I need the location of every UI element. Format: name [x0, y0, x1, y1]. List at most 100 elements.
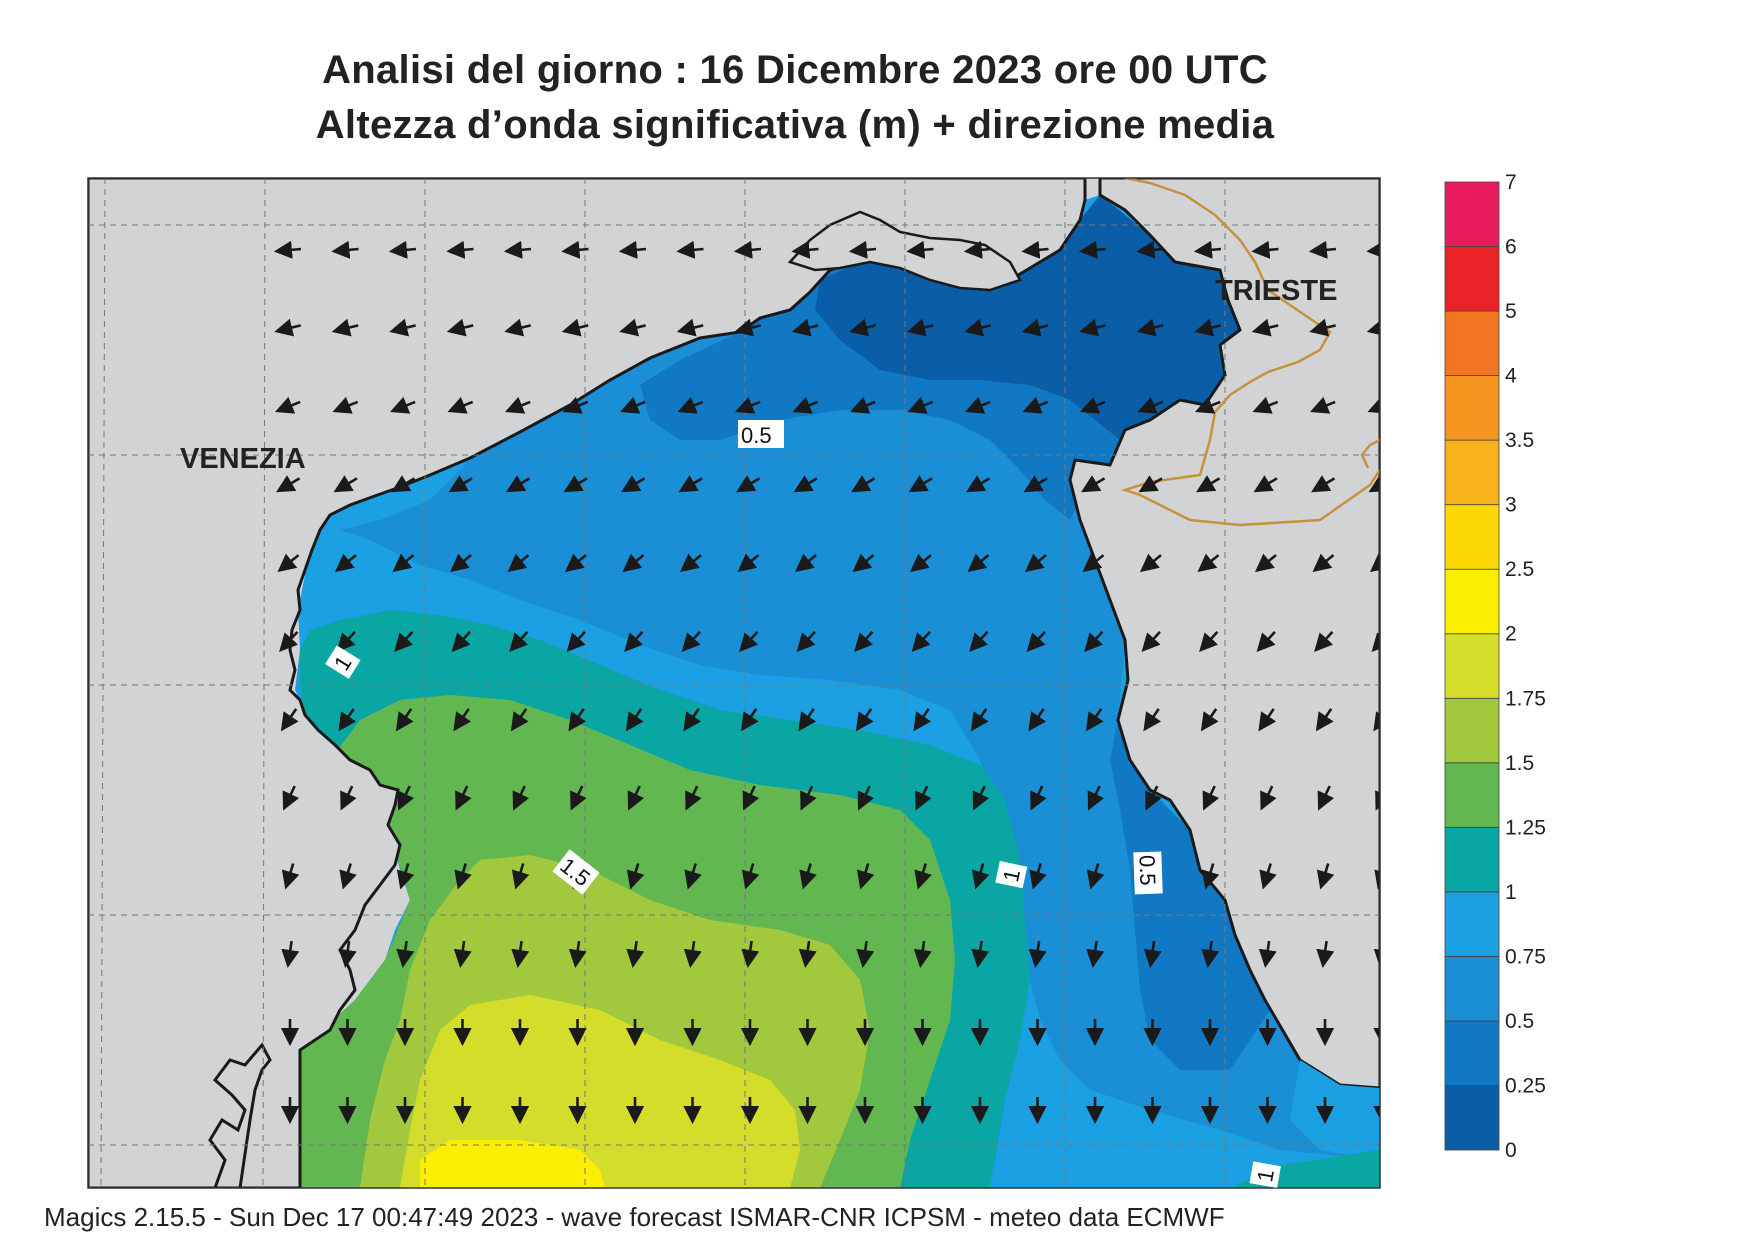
wave-direction-arrow [906, 240, 934, 259]
wave-direction-arrow [340, 785, 357, 811]
wave-direction-arrow [1024, 553, 1047, 573]
colorbar-tick-label: 4 [1505, 365, 1517, 388]
colorbar-tick-label: 1.5 [1505, 752, 1534, 775]
colorbar-swatch [1444, 181, 1500, 247]
wave-direction-arrow [338, 940, 357, 969]
wave-direction-arrow [618, 240, 647, 259]
wave-direction-arrow [1201, 863, 1220, 890]
wave-direction-arrow [798, 708, 817, 732]
footer-credits: Magics 2.15.5 - Sun Dec 17 00:47:49 2023… [44, 1202, 1225, 1232]
wave-direction-arrow [1196, 475, 1221, 493]
wave-direction-arrow [389, 318, 417, 337]
wave-direction-arrow [627, 785, 645, 811]
city-label-trieste: TRIESTE [1215, 275, 1337, 307]
contour-label: 1 [998, 867, 1025, 884]
wave-direction-arrow [626, 863, 645, 890]
wave-direction-arrow [793, 475, 818, 493]
wave-direction-arrow [273, 240, 302, 259]
wave-direction-arrow [849, 318, 877, 337]
wave-direction-arrow [1251, 318, 1279, 337]
wave-direction-arrow [971, 940, 990, 969]
wave-direction-arrow [391, 475, 416, 493]
wave-direction-arrow [331, 318, 359, 337]
wave-direction-arrow [1199, 631, 1219, 652]
wave-direction-arrow [683, 940, 702, 969]
wave-direction-arrow [447, 396, 474, 414]
wave-direction-arrow [855, 708, 874, 732]
wave-direction-arrow [734, 396, 761, 414]
wave-direction-arrow [622, 553, 645, 573]
colorbar-swatch [1444, 568, 1500, 635]
wave-direction-arrow [1200, 708, 1219, 732]
wave-direction-arrow [857, 785, 875, 811]
wave-direction-arrow [338, 708, 357, 732]
wave-direction-arrow [339, 863, 357, 890]
wave-direction-arrow [396, 863, 415, 890]
wave-direction-arrow [798, 940, 817, 969]
wave-direction-arrow [800, 785, 817, 811]
wave-direction-arrow [1081, 475, 1106, 493]
wave-direction-arrow [504, 318, 532, 337]
colorbar-tick-label: 2.5 [1505, 558, 1534, 581]
wave-direction-arrow [1314, 631, 1334, 652]
wave-direction-arrow [1371, 632, 1380, 652]
colorbar-tick-label: 1.25 [1505, 816, 1546, 839]
wave-direction-arrow [332, 396, 359, 414]
wave-direction-arrow [1137, 396, 1164, 414]
colorbar-swatch [1444, 891, 1500, 957]
wave-direction-arrow [1141, 631, 1161, 652]
wave-direction-arrow [1136, 318, 1164, 337]
wave-direction-arrow [281, 940, 300, 969]
wave-direction-arrow [1023, 475, 1048, 493]
colorbar-tick-label: 3 [1505, 494, 1517, 517]
colorbar-swatch [1444, 375, 1500, 441]
wave-direction-arrow [276, 475, 301, 493]
wave-direction-arrow [446, 318, 474, 337]
wave-direction-arrow [506, 475, 531, 493]
wave-direction-arrow [333, 475, 358, 493]
wave-direction-arrow [791, 318, 819, 337]
wave-direction-arrow [1087, 785, 1105, 811]
wave-direction-arrow [854, 631, 874, 652]
wave-direction-arrow [791, 240, 819, 259]
wave-direction-arrow [512, 785, 530, 811]
wave-direction-arrow [453, 708, 472, 732]
wave-direction-arrow [454, 863, 472, 890]
wave-direction-arrow [1366, 240, 1380, 259]
wave-direction-arrow [626, 940, 645, 969]
wave-direction-arrow [566, 631, 586, 652]
wave-direction-arrow [1022, 396, 1049, 414]
colorbar-tick-label: 7 [1505, 171, 1517, 194]
wave-direction-arrows [273, 240, 1380, 1125]
wave-direction-arrow [1316, 940, 1335, 969]
wave-direction-arrow [396, 940, 415, 969]
wave-direction-arrow [336, 631, 356, 652]
colorbar-swatch [1444, 633, 1500, 699]
wave-direction-arrow [277, 553, 300, 573]
wave-direction-arrow [503, 240, 532, 259]
wave-direction-arrow [1197, 553, 1220, 573]
wave-direction-arrow [561, 240, 589, 259]
wave-direction-arrow [1194, 318, 1222, 337]
wave-direction-arrow [511, 940, 530, 969]
colorbar-swatch [1444, 504, 1500, 570]
wave-direction-arrow [1085, 708, 1104, 732]
wave-direction-arrow [455, 785, 472, 811]
colorbar-tick-label: 1.75 [1505, 687, 1546, 710]
wave-direction-arrow [1309, 396, 1336, 414]
grado-lagoon [787, 210, 1022, 292]
wave-direction-arrow [733, 240, 762, 259]
wave-direction-arrow [1373, 711, 1380, 732]
wave-direction-arrow [1029, 863, 1047, 890]
map-title-line2: Altezza d’onda significativa (m) + direz… [315, 103, 1275, 147]
wave-direction-arrow [1317, 785, 1335, 811]
wave-direction-arrow [849, 396, 876, 414]
city-label-venezia: VENEZIA [180, 443, 306, 475]
contour-label-bg [552, 849, 600, 895]
wave-direction-arrow [967, 553, 990, 573]
wave-direction-arrow [1315, 708, 1334, 732]
wave-direction-arrow [1079, 396, 1106, 414]
band-2-2-5 [420, 1140, 605, 1188]
contour-label-bg [325, 645, 361, 679]
wave-direction-arrow [915, 785, 932, 811]
